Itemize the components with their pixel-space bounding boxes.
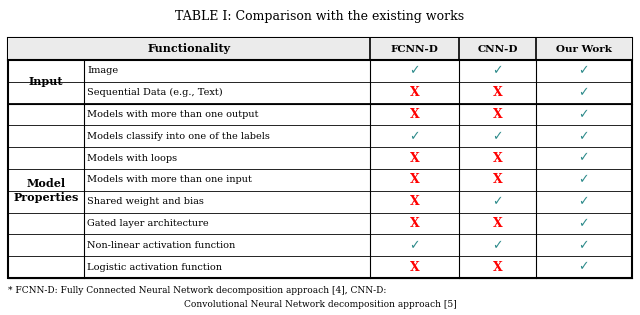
Text: ✓: ✓ [579, 195, 589, 208]
Bar [8, 38, 632, 60]
Text: ✓: ✓ [410, 130, 420, 143]
Text: ✓: ✓ [579, 173, 589, 186]
Text: X: X [410, 195, 419, 208]
Text: Shared weight and bias: Shared weight and bias [87, 197, 204, 206]
Text: X: X [493, 86, 502, 99]
Text: ✓: ✓ [579, 217, 589, 230]
Text: X: X [493, 217, 502, 230]
Text: FCNN-D: FCNN-D [390, 44, 438, 54]
Text: ✓: ✓ [410, 64, 420, 77]
Text: Models with more than one input: Models with more than one input [87, 175, 252, 184]
Bar [8, 38, 632, 278]
Text: ✓: ✓ [579, 239, 589, 252]
Text: X: X [493, 152, 502, 165]
Text: ✓: ✓ [492, 64, 503, 77]
Text: Logistic activation function: Logistic activation function [87, 263, 222, 272]
Text: X: X [410, 86, 419, 99]
Text: Model
Properties: Model Properties [13, 179, 79, 203]
Text: X: X [410, 173, 419, 186]
Text: X: X [410, 261, 419, 274]
Text: ✓: ✓ [492, 239, 503, 252]
Text: Sequential Data (e.g., Text): Sequential Data (e.g., Text) [87, 88, 223, 97]
Text: ✓: ✓ [492, 195, 503, 208]
Text: Non-linear activation function: Non-linear activation function [87, 241, 236, 250]
Text: X: X [410, 217, 419, 230]
Text: Convolutional Neural Network decomposition approach [5]: Convolutional Neural Network decompositi… [184, 300, 456, 309]
Text: Our Work: Our Work [556, 44, 612, 54]
Text: Gated layer architecture: Gated layer architecture [87, 219, 209, 228]
Text: TABLE I: Comparison with the existing works: TABLE I: Comparison with the existing wo… [175, 10, 465, 23]
Text: Functionality: Functionality [147, 43, 230, 54]
Text: Image: Image [87, 66, 118, 75]
Text: ✓: ✓ [579, 261, 589, 274]
Text: Models classify into one of the labels: Models classify into one of the labels [87, 132, 270, 141]
Text: X: X [493, 261, 502, 274]
Text: CNN-D: CNN-D [477, 44, 518, 54]
Text: * FCNN-D: Fully Connected Neural Network decomposition approach [4], CNN-D:: * FCNN-D: Fully Connected Neural Network… [8, 286, 387, 295]
Text: ✓: ✓ [410, 239, 420, 252]
Text: X: X [410, 108, 419, 121]
Text: ✓: ✓ [579, 64, 589, 77]
Text: ✓: ✓ [579, 152, 589, 165]
Text: ✓: ✓ [579, 130, 589, 143]
Text: Models with loops: Models with loops [87, 154, 177, 163]
Text: X: X [493, 108, 502, 121]
Text: ✓: ✓ [579, 86, 589, 99]
Text: Models with more than one output: Models with more than one output [87, 110, 259, 119]
Text: ✓: ✓ [492, 130, 503, 143]
Text: X: X [410, 152, 419, 165]
Text: X: X [493, 173, 502, 186]
Text: ✓: ✓ [579, 108, 589, 121]
Text: Input: Input [29, 76, 63, 87]
